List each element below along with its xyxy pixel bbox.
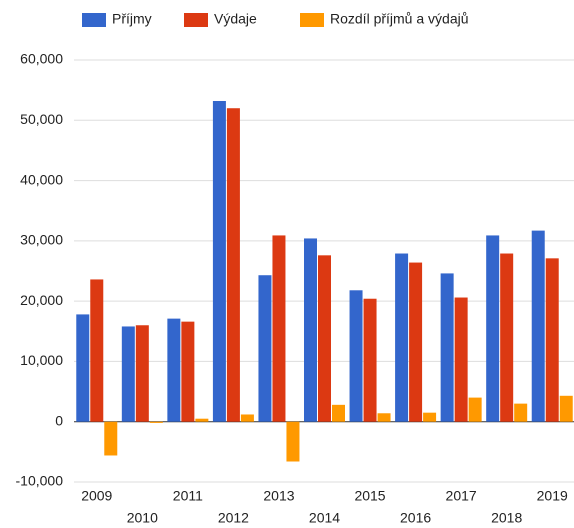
bar [195,418,209,422]
bar [135,325,149,422]
x-tick-label: 2010 [127,510,158,526]
bar [167,318,181,422]
y-tick-label: -10,000 [16,473,64,489]
bar [226,108,240,422]
y-tick-label: 40,000 [20,171,63,187]
bar [76,314,90,422]
bar [286,421,300,462]
bar [377,413,391,422]
y-tick-label: 30,000 [20,232,63,248]
bar [90,279,104,422]
x-tick-label: 2014 [309,510,340,526]
bar [332,404,345,422]
bar [423,412,437,422]
bar [304,238,317,422]
legend-label: Výdaje [214,11,257,27]
bar [559,395,573,422]
bar [363,298,377,422]
legend-swatch [82,13,106,27]
x-tick-label: 2019 [537,488,568,504]
bar [149,421,163,423]
x-tick-label: 2009 [81,488,112,504]
bar [121,326,135,422]
x-tick-label: 2016 [400,510,431,526]
x-tick-label: 2015 [354,488,385,504]
bar [318,255,331,422]
legend-swatch [184,13,208,27]
legend-label: Příjmy [112,11,152,27]
bar [258,275,272,422]
bar [454,297,468,422]
bar [545,258,559,422]
y-tick-label: 0 [55,412,63,428]
bar [409,262,423,422]
x-tick-label: 2011 [173,488,203,504]
bar [212,100,226,422]
bar [104,421,118,456]
bar [395,253,409,422]
legend-swatch [300,13,324,27]
bar [181,321,195,422]
legend-label: Rozdíl příjmů a výdajů [330,11,469,27]
x-tick-label: 2018 [491,510,522,526]
bar [500,253,514,422]
bar [440,273,454,422]
bar [514,403,528,422]
bar [531,230,545,422]
y-tick-label: 60,000 [20,51,63,67]
y-tick-label: 20,000 [20,292,63,308]
bar [468,397,482,422]
x-tick-label: 2013 [263,488,294,504]
x-tick-label: 2017 [446,488,477,504]
bar [486,235,500,422]
bar [240,414,254,422]
y-tick-label: 50,000 [20,111,63,127]
bar [272,235,286,422]
y-tick-label: 10,000 [20,352,63,368]
x-tick-label: 2012 [218,510,249,526]
bar [349,290,363,422]
